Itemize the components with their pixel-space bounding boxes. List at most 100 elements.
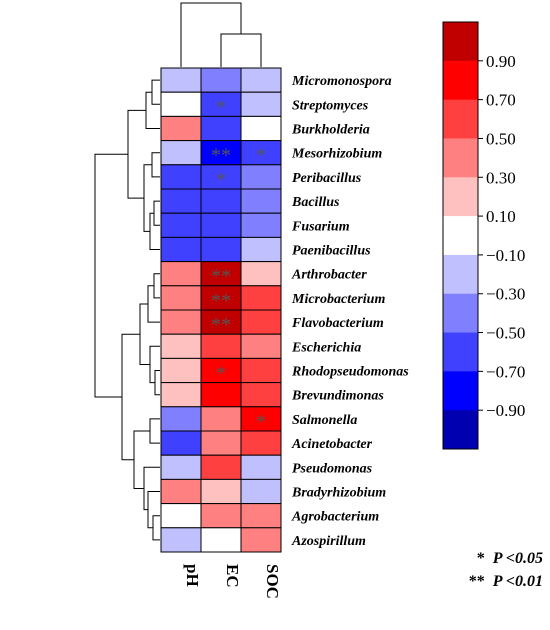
significance-mark: * [216, 363, 226, 385]
heatmap-cell [240, 236, 282, 263]
colorbar-segment [443, 216, 478, 256]
colorbar-tick-labels: 0.90 0.70 0.50 0.30 0.10 −0.10 −0.30 −0.50 −0.70… [478, 52, 525, 420]
row-label: Bacillus [291, 195, 340, 210]
dendrogram-branch [180, 2, 242, 67]
column-label: SOC [263, 564, 282, 599]
colorbar-tick-label: 0.90 [486, 52, 516, 71]
colorbar [442, 21, 479, 450]
significance-legend: * P <0.05 ** P <0.01 [469, 550, 543, 590]
heatmap-cell [160, 430, 202, 456]
heatmap-cell [200, 454, 242, 480]
row-label: Flavobacterium [291, 316, 384, 331]
heatmap-cell [160, 212, 202, 238]
heatmap-cell [160, 309, 202, 335]
svg-text:** P <0.01: ** P <0.01 [469, 573, 543, 590]
heatmap-cell [240, 67, 282, 93]
heatmap-cell [240, 164, 282, 190]
heatmap-cell [240, 140, 282, 166]
colorbar-tick-label: −0.70 [486, 362, 525, 381]
heatmap-cell [200, 478, 242, 505]
significance-mark: * [256, 411, 266, 433]
heatmap-cell [200, 188, 242, 214]
significance-mark: ** [211, 145, 231, 167]
heatmap-cell [160, 67, 202, 93]
heatmap-cell [160, 285, 202, 311]
dendrogram-branch [151, 79, 160, 105]
row-label: Escherichia [291, 340, 361, 355]
colorbar-frame [442, 21, 479, 450]
significance-mark: ** [211, 314, 231, 336]
row-label: Arthrobacter [291, 268, 367, 283]
heatmap-cell [160, 357, 202, 384]
colorbar-segment [443, 60, 478, 101]
heatmap-cell [200, 236, 242, 263]
dendrogram-branch [149, 212, 160, 250]
row-label: Peribacillus [292, 171, 362, 186]
heatmap-cell [160, 140, 202, 166]
row-label: Salmonella [292, 413, 357, 428]
row-label: Paenibacillus [292, 244, 371, 259]
dendrogram-branch [153, 200, 160, 226]
heatmap-cell [160, 527, 202, 553]
colorbar-segment [443, 332, 478, 372]
heatmap-cell [240, 309, 282, 335]
dendrogram-branch [143, 164, 152, 232]
colorbar-segment [443, 138, 478, 178]
heatmap-cell [240, 333, 282, 359]
legend-note-1-stars: * [477, 550, 485, 567]
heatmap-cells: *** ********** [160, 67, 282, 553]
heatmap-cell [240, 478, 282, 505]
colorbar-tick-label: 0.50 [486, 129, 516, 148]
colorbar-segment [443, 293, 478, 334]
row-dendrogram [94, 79, 160, 541]
column-label: pH [183, 564, 202, 587]
legend-note-1-label: P <0.05 [492, 550, 543, 567]
row-label: Streptomyces [292, 98, 369, 113]
row-label: Pseudomonas [292, 461, 373, 476]
heatmap-cell [240, 406, 282, 432]
heatmap-cell [200, 333, 242, 359]
heatmap-cell [200, 357, 242, 384]
heatmap-cell [240, 285, 282, 311]
legend-note-2-stars: ** [469, 573, 485, 590]
significance-mark: ** [211, 290, 231, 312]
heatmap-cell [160, 454, 202, 480]
colorbar-segment [443, 371, 478, 411]
row-label: Rhodopseudomonas [291, 365, 409, 380]
row-label: Bradyrhizobium [291, 486, 386, 501]
dendrogram-branch [154, 370, 160, 396]
heatmap-cell [240, 382, 282, 408]
heatmap-cell [200, 140, 242, 166]
colorbar-tick-label: 0.70 [486, 91, 516, 110]
dendrogram-branch [133, 430, 150, 489]
heatmap-cell [160, 115, 202, 142]
significance-mark: * [216, 169, 226, 191]
heatmap-cell [200, 91, 242, 117]
heatmap-cell [160, 91, 202, 117]
heatmap-cell [240, 430, 282, 456]
dendrogram-branch [121, 333, 140, 461]
heatmap-cell [160, 164, 202, 190]
row-label: Mesorhizobium [291, 147, 382, 162]
dendrogram-branch [145, 91, 160, 129]
dendrogram-branch [153, 273, 160, 299]
significance-mark: ** [211, 266, 231, 288]
heatmap-cell [200, 212, 242, 238]
row-label: Azospirillum [291, 534, 366, 549]
heatmap-cell [200, 67, 242, 93]
heatmap-cell [240, 503, 282, 529]
heatmap-cell [200, 503, 242, 529]
column-labels: pH EC SOC [183, 564, 282, 599]
dendrogram-branch [143, 466, 160, 511]
dendrogram-branch [147, 491, 160, 529]
colorbar-tick-label: 0.10 [486, 207, 516, 226]
column-dendrogram [180, 2, 262, 67]
heatmap-cell [160, 478, 202, 505]
heatmap-cell [240, 212, 282, 238]
row-label: Burkholderia [291, 123, 370, 138]
row-label: Brevundimonas [291, 389, 384, 404]
heatmap-cell [200, 382, 242, 408]
heatmap-cell [240, 115, 282, 142]
heatmap-cell [200, 430, 242, 456]
